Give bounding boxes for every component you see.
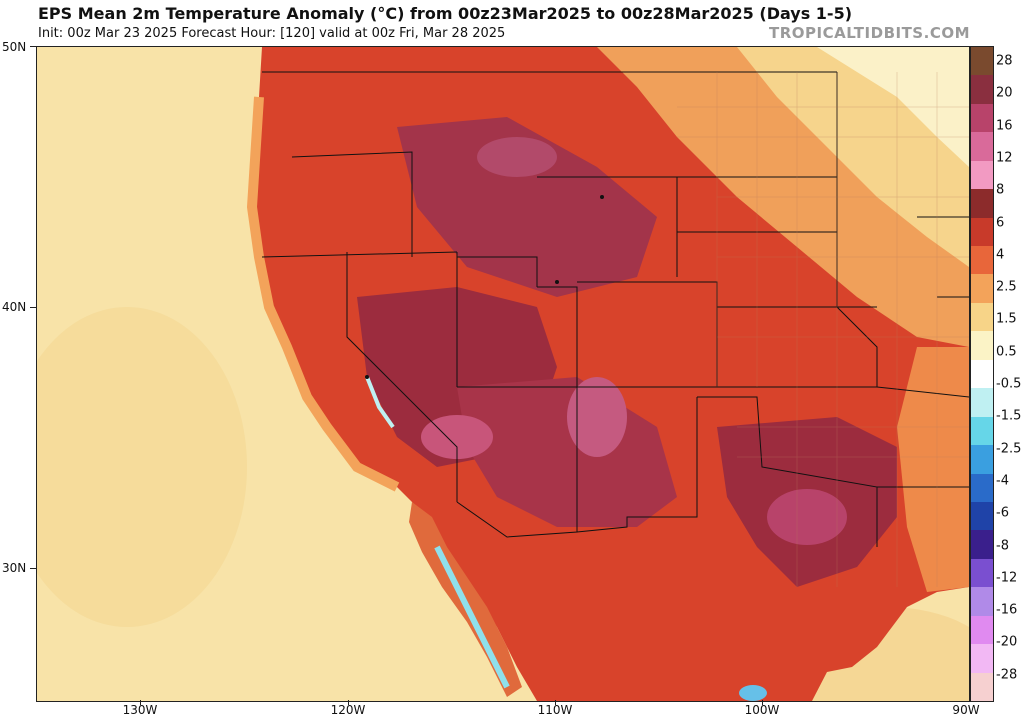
lat-label-40n: 40N (2, 300, 27, 314)
colorbar-segment (971, 558, 993, 588)
colorbar (970, 46, 994, 702)
colorbar-segment (971, 672, 993, 702)
colorbar-segment (971, 587, 993, 617)
colorbar-label: -8 (996, 538, 1009, 553)
southeast-mild (897, 347, 969, 592)
colorbar-segment (971, 473, 993, 503)
colorbar-label: 2.5 (996, 279, 1017, 295)
colorbar-segment (971, 644, 993, 674)
hotspot-idaho (477, 137, 557, 177)
lon-label-120w: 120W (330, 703, 366, 717)
colorbar-segment (971, 246, 993, 275)
colorbar-segment (971, 47, 993, 76)
hotspot-desert (421, 415, 493, 459)
colorbar-segment (971, 132, 993, 162)
colorbar-label: -6 (996, 505, 1009, 521)
lat-label-50n: 50N (2, 40, 27, 54)
gulf-cool-spot (739, 685, 767, 701)
map-title: EPS Mean 2m Temperature Anomaly (°C) fro… (38, 4, 853, 23)
colorbar-label: 28 (996, 53, 1013, 69)
lon-label-90w: 90W (952, 703, 980, 717)
hotspot-texas (767, 489, 847, 545)
colorbar-label: -2.5 (996, 441, 1022, 457)
colorbar-segment (971, 217, 993, 247)
colorbar-segment (971, 331, 993, 361)
colorbar-segment (971, 388, 993, 418)
colorbar-segment (971, 160, 993, 190)
colorbar-label: 12 (996, 150, 1013, 166)
colorbar-segment (971, 75, 993, 105)
colorbar-label: -12 (996, 570, 1018, 586)
colorbar-label: 20 (996, 85, 1013, 101)
lon-label-100w: 100W (744, 703, 780, 717)
socal-cool-strip (365, 376, 395, 429)
lat-tick (30, 307, 36, 308)
colorbar-label: -0.5 (996, 376, 1022, 392)
lon-tick (555, 700, 556, 705)
colorbar-label: 1.5 (996, 311, 1017, 327)
colorbar-segment (971, 189, 993, 219)
colorbar-label: -16 (996, 602, 1018, 618)
colorbar-label: -20 (996, 634, 1018, 650)
pacific-coast-band (246, 96, 400, 492)
map-canvas (37, 47, 969, 701)
ocean-tint (37, 307, 247, 627)
northern-neutral (817, 47, 969, 167)
colorbar-segment (971, 530, 993, 560)
lon-label-110w: 110W (537, 703, 573, 717)
colorbar-label: -4 (996, 473, 1009, 489)
lakes (365, 195, 604, 379)
colorbar-segment (971, 501, 993, 531)
colorbar-label: 8 (996, 182, 1005, 198)
colorbar-label: 4 (996, 247, 1005, 263)
colorbar-label: 6 (996, 215, 1005, 230)
lat-label-30n: 30N (2, 561, 27, 575)
baja-cool-strip (434, 545, 510, 689)
colorbar-segment (971, 445, 993, 474)
colorbar-segment (971, 274, 993, 304)
lon-tick (140, 700, 141, 705)
lat-tick (30, 46, 36, 47)
brand-watermark: TROPICALTIDBITS.COM (769, 24, 970, 42)
colorbar-segment (971, 359, 993, 389)
colorbar-label: 16 (996, 118, 1013, 134)
county-grid (677, 72, 969, 587)
map-subtitle: Init: 00z Mar 23 2025 Forecast Hour: [12… (38, 26, 506, 41)
lat-tick (30, 568, 36, 569)
state-boundaries (261, 71, 969, 547)
hotspot-four-corners (567, 377, 627, 457)
rockies-hot (397, 117, 657, 297)
colorbar-segment (971, 302, 993, 332)
colorbar-segment (971, 416, 993, 446)
lon-tick (762, 700, 763, 705)
colorbar-segment (971, 103, 993, 133)
anomaly-map (36, 46, 970, 702)
colorbar-segment (971, 615, 993, 645)
colorbar-label: -1.5 (996, 408, 1022, 424)
colorbar-label: -28 (996, 667, 1018, 683)
lon-label-130w: 130W (122, 703, 158, 717)
colorbar-label: 0.5 (996, 344, 1017, 360)
lon-tick (348, 700, 349, 705)
